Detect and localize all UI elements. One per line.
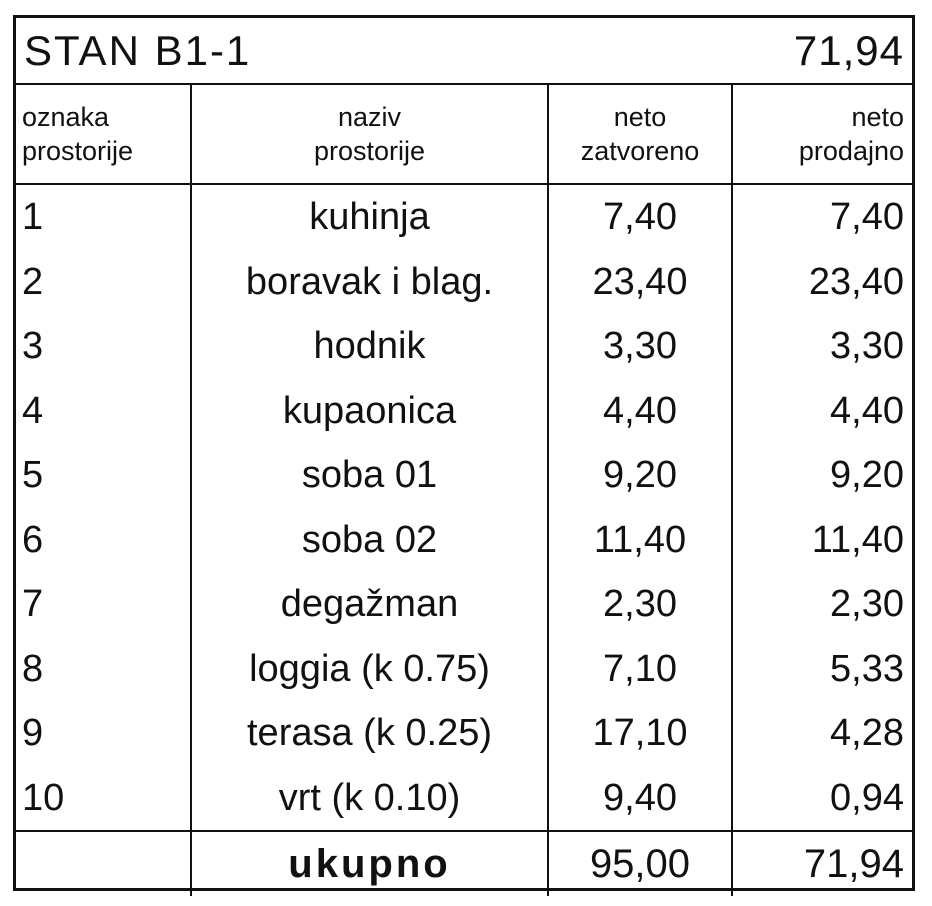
room-name-cell: vrt (k 0.10) — [190, 765, 548, 831]
net-sale-cell: 2,30 — [731, 572, 912, 637]
room-name-cell: hodnik — [190, 314, 548, 379]
table-row: 3 hodnik 3,30 3,30 — [16, 314, 912, 379]
total-net-sale: 71,94 — [731, 830, 912, 896]
apartment-title: STAN B1-1 — [24, 27, 252, 74]
net-sale-cell: 4,40 — [731, 378, 912, 443]
net-sale-cell: 11,40 — [731, 507, 912, 572]
room-name-cell: boravak i blag. — [190, 249, 548, 314]
room-code-cell: 10 — [22, 776, 65, 819]
room-name-cell: soba 01 — [190, 443, 548, 508]
header-room-name-line2: prostorije — [313, 136, 426, 166]
table-row: 4 kupaonica 4,40 4,40 — [16, 378, 912, 443]
table-row: 8 loggia (k 0.75) 7,10 5,33 — [16, 636, 912, 701]
header-net-sale-line1: neto — [851, 102, 904, 132]
header-row: oznaka prostorije naziv prostorije neto … — [16, 85, 912, 185]
total-net-closed: 95,00 — [547, 830, 732, 896]
title-row: STAN B1-1 71,94 — [16, 18, 912, 85]
total-row: ukupno 95,00 71,94 — [16, 830, 912, 896]
net-closed-cell: 7,10 — [547, 636, 732, 701]
rows-body: 1 kuhinja 7,40 7,40 2 boravak i blag. 23,40 23,… — [16, 184, 912, 831]
room-name-cell: terasa (k 0.25) — [190, 701, 548, 766]
net-closed-cell: 9,20 — [547, 443, 732, 508]
header-net-closed-line2: zatvoreno — [580, 136, 700, 166]
net-closed-cell: 4,40 — [547, 378, 732, 443]
room-name-cell: degažman — [190, 572, 548, 637]
net-closed-cell: 23,40 — [547, 249, 732, 314]
room-code-cell: 6 — [22, 518, 44, 561]
room-name-cell: loggia (k 0.75) — [190, 636, 548, 701]
net-closed-cell: 11,40 — [547, 507, 732, 572]
header-net-sale: neto prodajno — [731, 85, 912, 185]
table-row: 9 terasa (k 0.25) 17,10 4,28 — [16, 701, 912, 766]
room-name-cell: kupaonica — [190, 378, 548, 443]
room-name-cell: soba 02 — [190, 507, 548, 572]
header-room-name-line1: naziv — [337, 102, 402, 132]
total-label: ukupno — [190, 830, 548, 896]
area-table-sheet: STAN B1-1 71,94 oznaka prostorije naziv … — [13, 15, 915, 896]
header-net-sale-line2: prodajno — [798, 136, 904, 166]
net-sale-cell: 0,94 — [731, 765, 912, 831]
room-code-cell: 3 — [22, 325, 44, 368]
room-area-table: oznaka prostorije naziv prostorije neto … — [16, 85, 912, 896]
header-room-name: naziv prostorije — [190, 85, 548, 185]
header-net-closed: neto zatvoreno — [547, 85, 732, 185]
net-closed-cell: 7,40 — [547, 184, 732, 250]
room-code-cell: 4 — [22, 389, 44, 432]
room-code-cell: 2 — [22, 260, 44, 303]
room-code-cell: 5 — [22, 454, 44, 497]
net-sale-cell: 3,30 — [731, 314, 912, 379]
room-code-cell: 8 — [22, 647, 44, 690]
room-name-cell: kuhinja — [190, 184, 548, 250]
total-empty-cell — [16, 830, 191, 896]
table-row: 6 soba 02 11,40 11,40 — [16, 507, 912, 572]
room-code-cell: 1 — [22, 196, 44, 239]
header-net-closed-line1: neto — [613, 102, 667, 132]
net-sale-cell: 7,40 — [731, 184, 912, 250]
net-sale-cell: 9,20 — [731, 443, 912, 508]
room-code-cell: 9 — [22, 712, 44, 755]
net-closed-cell: 9,40 — [547, 765, 732, 831]
table-row: 1 kuhinja 7,40 7,40 — [16, 184, 912, 250]
apartment-total: 71,94 — [793, 27, 904, 74]
net-closed-cell: 17,10 — [547, 701, 732, 766]
header-room-code-line1: oznaka — [22, 102, 110, 132]
net-sale-cell: 4,28 — [731, 701, 912, 766]
header-room-code-line2: prostorije — [22, 136, 134, 166]
net-closed-cell: 3,30 — [547, 314, 732, 379]
net-sale-cell: 5,33 — [731, 636, 912, 701]
net-closed-cell: 2,30 — [547, 572, 732, 637]
table-row: 10 vrt (k 0.10) 9,40 0,94 — [16, 765, 912, 831]
net-sale-cell: 23,40 — [731, 249, 912, 314]
header-room-code: oznaka prostorije — [16, 85, 191, 185]
table-row: 2 boravak i blag. 23,40 23,40 — [16, 249, 912, 314]
table-row: 7 degažman 2,30 2,30 — [16, 572, 912, 637]
room-code-cell: 7 — [22, 583, 44, 626]
table-row: 5 soba 01 9,20 9,20 — [16, 443, 912, 508]
